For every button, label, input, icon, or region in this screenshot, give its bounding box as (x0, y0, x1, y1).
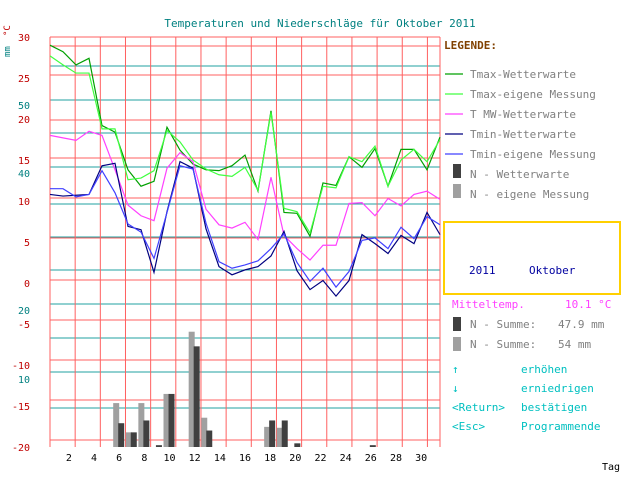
period-year: 2011 (469, 264, 496, 277)
control-action: Programmende (521, 420, 600, 433)
y-tick-label-precip: 20 (18, 306, 30, 317)
y-tick-label: 0 (24, 279, 30, 290)
precip-bar-wetterwarte (269, 420, 276, 447)
keyboard-controls: ↑ erhöhen ↓ erniedrigen <Return> bestätigen <E… (452, 363, 600, 433)
x-tick-label: 6 (116, 453, 122, 464)
n1-label: N - Summe: (470, 318, 536, 331)
y-tick-label: 25 (18, 74, 30, 85)
y-tick-label: -20 (12, 443, 30, 454)
precip-bar-eigene (138, 403, 145, 447)
series-line (49, 130, 441, 261)
n-eigene-swatch (453, 337, 461, 351)
y-tick-label: 20 (18, 115, 30, 126)
precip-bar-eigene (163, 393, 170, 447)
series-line (49, 55, 441, 235)
period-border (443, 221, 621, 295)
y-tick-label: -10 (12, 361, 30, 372)
precip-bar-wetterwarte (294, 443, 301, 447)
x-tick-label: 14 (214, 453, 226, 464)
y-tick-label: 10 (18, 197, 30, 208)
precip-bar-eigene (113, 403, 120, 447)
mitteltemp-label: Mitteltemp. (452, 298, 525, 311)
precip-axis-unit: mm (3, 46, 13, 57)
legend-label: Tmin-eigene Messung (470, 148, 596, 161)
legend-label: N - Wetterwarte (470, 168, 569, 181)
x-tick-label: 4 (91, 453, 97, 464)
precip-bar-wetterwarte (168, 393, 175, 447)
x-tick-label: 30 (415, 453, 427, 464)
precip-bar-wetterwarte (206, 430, 213, 447)
x-tick-label: 20 (289, 453, 301, 464)
legend-title: LEGENDE: (444, 39, 497, 52)
mitteltemp-value: 10.1 °C (565, 298, 611, 311)
control-key: ↓ (452, 382, 459, 395)
precip-bar-eigene (264, 426, 271, 447)
precip-bar-eigene (276, 427, 283, 447)
control-action: erhöhen (521, 363, 567, 376)
n2-value: 54 mm (558, 338, 591, 351)
n2-label: N - Summe: (470, 338, 536, 351)
x-tick-label: 28 (390, 453, 402, 464)
x-tick-label: 12 (189, 453, 201, 464)
grid (49, 36, 441, 447)
y-tick-label: 30 (18, 33, 30, 44)
series-line (50, 165, 441, 289)
stats: Mitteltemp. 10.1 °C N - Summe: 47.9 mm N… (452, 298, 611, 351)
control-action: erniedrigen (521, 382, 594, 395)
legend-label: Tmax-Wetterwarte (470, 68, 576, 81)
control-key: <Esc> (452, 420, 485, 433)
precip-bar-eigene (201, 417, 208, 447)
legend-swatch-bar (453, 164, 461, 178)
y-tick-label: 15 (18, 156, 30, 167)
x-tick-label: 24 (340, 453, 352, 464)
x-tick-label: 26 (365, 453, 377, 464)
legend-label: Tmax-eigene Messung (470, 88, 596, 101)
precip-bar-wetterwarte (118, 423, 125, 447)
y-tick-label-precip: 10 (18, 375, 30, 386)
y-tick-label: -5 (18, 320, 30, 331)
y-tick-label-precip: 50 (18, 101, 30, 112)
precip-bar-wetterwarte (130, 432, 137, 447)
x-tick-label: 16 (239, 453, 251, 464)
control-key: ↑ (452, 363, 459, 376)
legend-swatch-bar (453, 184, 461, 198)
precip-bar-eigene (125, 432, 132, 447)
legend: LEGENDE: Tmax-Wetterwarte Tmax-eigene Mes… (444, 39, 596, 201)
series-line (49, 44, 441, 238)
x-tick-label: 10 (163, 453, 175, 464)
y-tick-label: -15 (12, 402, 30, 413)
precip-bars (113, 331, 376, 447)
chart-title: Temperaturen und Niederschläge für Oktob… (164, 17, 475, 30)
period-box: 2011 Oktober (443, 221, 621, 295)
y-tick-label: 5 (24, 238, 30, 249)
precip-bar-eigene (188, 331, 195, 447)
temperature-lines (49, 44, 441, 298)
x-tick-label: 22 (314, 453, 326, 464)
period-month: Oktober (529, 264, 576, 277)
x-tick-label: 2 (66, 453, 72, 464)
control-key: <Return> (452, 401, 505, 414)
precip-bar-wetterwarte (143, 420, 150, 447)
n1-value: 47.9 mm (558, 318, 605, 331)
x-tick-label: 8 (141, 453, 147, 464)
legend-label: T MW-Wetterwarte (470, 108, 576, 121)
x-axis-ticks: 2 4 6 8 10 12 14 16 18 20 22 24 26 28 30 (66, 453, 427, 464)
legend-label: Tmin-Wetterwarte (470, 128, 576, 141)
precip-bar-wetterwarte (281, 420, 288, 447)
precip-bar-wetterwarte (369, 445, 376, 447)
control-action: bestätigen (521, 401, 587, 414)
x-tick-label: 18 (264, 453, 276, 464)
x-axis-label: Tag (602, 462, 620, 473)
temp-axis-unit: °C (3, 25, 13, 36)
precip-bar-wetterwarte (155, 445, 162, 447)
y-tick-label-precip: 40 (18, 169, 30, 180)
series-line (49, 160, 441, 298)
n-wetterwarte-swatch (453, 317, 461, 331)
legend-label: N - eigene Messung (470, 188, 589, 201)
precip-bar-wetterwarte (193, 346, 200, 447)
